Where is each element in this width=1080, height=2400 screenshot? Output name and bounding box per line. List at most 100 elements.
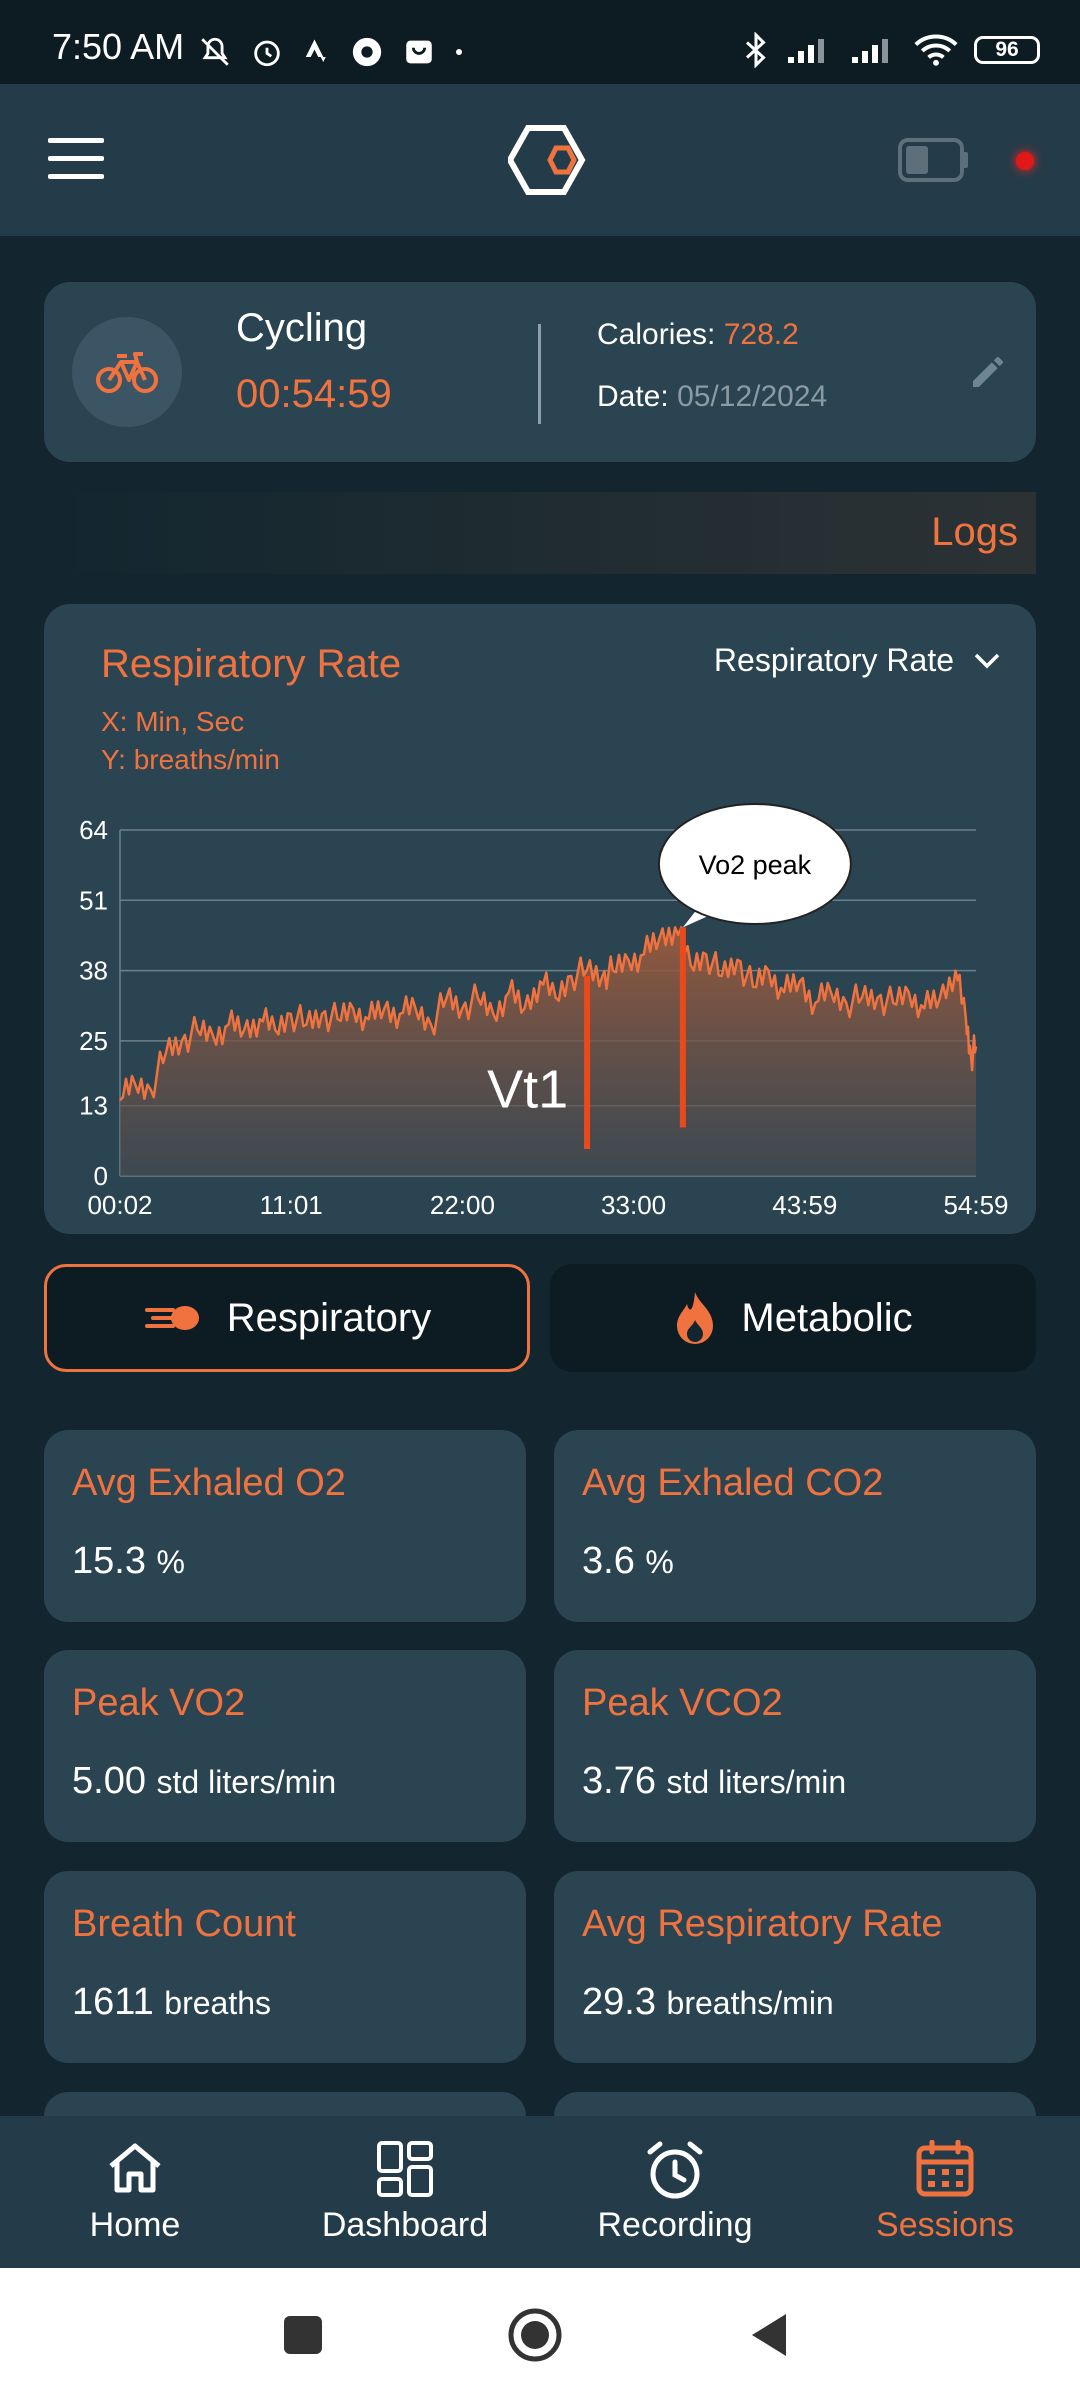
status-time: 7:50 AM — [52, 26, 185, 67]
stat-value: 15.3 % — [72, 1540, 185, 1582]
edit-pencil-icon[interactable] — [968, 352, 1008, 392]
stat-value: 1611 breaths — [72, 1981, 272, 2023]
stat-value: 3.6 % — [582, 1540, 674, 1582]
battery-indicator: 96 — [974, 36, 1040, 64]
x-tick-label: 43:59 — [772, 1190, 837, 1220]
calendar-icon — [916, 2140, 974, 2197]
logs-label[interactable]: Logs — [931, 510, 1018, 554]
tab-metabolic-label[interactable]: Metabolic — [741, 1295, 913, 1340]
stat-value: 29.3 breaths/min — [582, 1981, 834, 2023]
x-tick-label: 00:02 — [87, 1190, 152, 1220]
chart-card: Respiratory Rate X: Min, Sec Y: breaths/… — [44, 604, 1036, 1234]
stat-label: Breath Count — [72, 1903, 296, 1945]
stat-value: 3.76 std liters/min — [582, 1760, 847, 1802]
shopping-bag-icon — [406, 40, 432, 64]
chart-x-unit: X: Min, Sec — [101, 706, 245, 737]
nav-label-sessions[interactable]: Sessions — [876, 2206, 1014, 2244]
chevron-down-icon[interactable] — [972, 651, 1002, 671]
status-notification-icons — [198, 30, 464, 74]
stat-card-avg-respiratory-rate: Avg Respiratory Rate 29.3 breaths/min — [554, 1871, 1036, 2063]
speech-bubble — [657, 803, 852, 925]
flame-icon — [677, 1292, 714, 1344]
dot-icon — [456, 49, 462, 55]
stat-card-peak-vco2: Peak VCO2 3.76 std liters/min — [554, 1650, 1036, 1842]
alarm-icon — [254, 40, 280, 67]
strava-icon — [305, 39, 326, 62]
activity-duration: 00:54:59 — [236, 372, 392, 416]
calories-value: 728.2 — [723, 318, 799, 351]
nav-label-home[interactable]: Home — [89, 2206, 181, 2244]
status-bar: 7:50 AM 96 — [0, 0, 1080, 84]
metric-dropdown[interactable]: Respiratory Rate — [714, 642, 1002, 679]
nav-item-home[interactable]: Home — [0, 2116, 270, 2268]
home-icon — [109, 2143, 161, 2193]
vo2-peak-marker-label: Vo2 peak — [699, 850, 812, 880]
nav-item-sessions[interactable]: Sessions — [810, 2116, 1080, 2268]
stat-card-peak-vo2: Peak VO2 5.00 std liters/min — [44, 1650, 526, 1842]
session-summary-card: Cycling 00:54:59 Calories: 728.2 Date: 0… — [44, 282, 1036, 462]
menu-button[interactable] — [48, 138, 104, 182]
date-value: 05/12/2024 — [677, 380, 828, 413]
stat-value: 5.00 std liters/min — [72, 1760, 337, 1802]
bicycle-icon — [96, 352, 158, 393]
y-tick-label: 38 — [79, 956, 108, 986]
status-system-icons: 96 — [742, 28, 1040, 72]
logs-bar[interactable]: Logs — [60, 492, 1036, 574]
x-tick-label: 54:59 — [943, 1190, 1008, 1220]
dashboard-icon — [377, 2141, 433, 2197]
y-tick-label: 25 — [79, 1026, 108, 1056]
metric-dropdown-value[interactable]: Respiratory Rate — [713, 642, 954, 678]
signal-icon-2 — [852, 39, 888, 63]
tab-respiratory-label[interactable]: Respiratory — [226, 1295, 432, 1340]
nav-label-recording[interactable]: Recording — [597, 2206, 753, 2244]
x-tick-label: 11:01 — [260, 1190, 323, 1220]
mute-bell-icon — [201, 37, 229, 66]
recents-square-icon[interactable] — [282, 2314, 324, 2356]
date-row: Date: 05/12/2024 — [597, 380, 827, 414]
stat-label: Avg Exhaled O2 — [72, 1462, 346, 1504]
stat-label: Avg Exhaled CO2 — [582, 1462, 884, 1504]
app-logo-icon — [508, 125, 586, 195]
y-tick-label: 64 — [79, 815, 108, 845]
activity-avatar — [72, 317, 182, 427]
activity-name: Cycling — [236, 306, 368, 350]
y-tick-label: 0 — [94, 1161, 108, 1191]
back-triangle-icon[interactable] — [748, 2310, 790, 2360]
respiratory-rate-chart: 0 13 25 38 51 64 00:02 11:01 22:00 33:00 43:59 54:5… — [79, 803, 1009, 1220]
system-navigation-bar — [0, 2268, 1080, 2400]
vt1-marker-label: Vt1 — [487, 1060, 568, 1120]
device-battery-icon — [898, 138, 968, 182]
signal-icon — [788, 39, 824, 63]
x-tick-label: 22:00 — [430, 1190, 495, 1220]
stat-label: Peak VO2 — [72, 1682, 246, 1724]
nav-item-dashboard[interactable]: Dashboard — [270, 2116, 540, 2268]
x-tick-label: 33:00 — [601, 1190, 666, 1220]
nav-label-dashboard[interactable]: Dashboard — [321, 2206, 489, 2244]
connection-status-dot — [1016, 152, 1034, 170]
chart-title: Respiratory Rate — [101, 642, 402, 686]
card-divider — [538, 324, 541, 424]
wifi-icon — [914, 34, 958, 66]
tab-metabolic[interactable]: Metabolic — [550, 1264, 1036, 1372]
nav-item-recording[interactable]: Recording — [540, 2116, 810, 2268]
stat-label: Avg Respiratory Rate — [582, 1903, 943, 1945]
tab-respiratory[interactable]: Respiratory — [44, 1264, 530, 1372]
date-label: Date: — [597, 380, 669, 413]
calories-row: Calories: 728.2 — [597, 318, 799, 352]
alarm-clock-icon — [647, 2141, 703, 2199]
lungs-airflow-icon — [144, 1306, 199, 1330]
series-line — [119, 926, 978, 1102]
stat-card-avg-exhaled-co2: Avg Exhaled CO2 3.6 % — [554, 1430, 1036, 1622]
calories-label: Calories: — [597, 318, 716, 351]
stat-label: Peak VCO2 — [582, 1682, 783, 1724]
app-bar — [0, 84, 1080, 236]
bluetooth-icon — [745, 32, 766, 68]
chrome-icon — [352, 37, 382, 67]
bottom-navigation: Home Dashboard Recording Sessions — [0, 2116, 1080, 2268]
stat-card-breath-count: Breath Count 1611 breaths — [44, 1871, 526, 2063]
y-tick-label: 13 — [79, 1091, 108, 1121]
home-circle-icon[interactable] — [506, 2306, 564, 2364]
y-tick-label: 51 — [79, 885, 108, 915]
chart-y-unit: Y: breaths/min — [101, 744, 280, 775]
series-area — [120, 927, 976, 1176]
